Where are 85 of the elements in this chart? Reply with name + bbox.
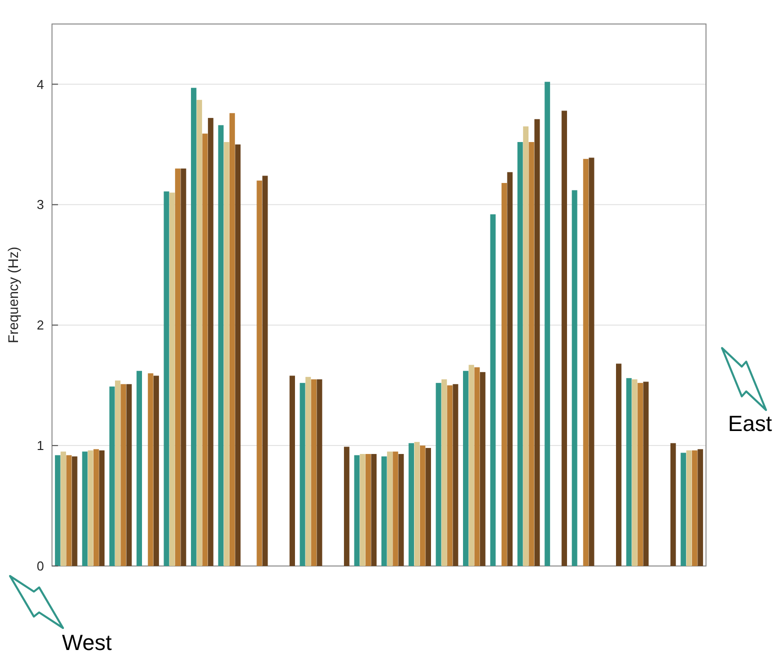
bar: [626, 378, 632, 566]
bar: [686, 450, 692, 566]
bar: [371, 454, 377, 566]
bar: [109, 386, 115, 566]
bar: [262, 176, 268, 566]
bar: [360, 454, 366, 566]
bar: [169, 192, 175, 566]
y-tick-label: 3: [36, 197, 44, 212]
bar: [643, 382, 649, 566]
bar: [408, 443, 414, 566]
text: East: [728, 411, 772, 436]
bar: [436, 382, 442, 566]
bar: [420, 446, 426, 566]
y-tick-label: 2: [36, 318, 44, 333]
text: West: [62, 630, 112, 655]
bar: [354, 455, 360, 566]
bar: [698, 449, 704, 566]
bar: [523, 126, 529, 566]
bar: [507, 172, 513, 566]
bar: [60, 452, 66, 566]
bar: [490, 214, 496, 566]
bar: [528, 142, 534, 566]
bar: [256, 180, 262, 566]
bar: [88, 450, 94, 566]
bar: [517, 142, 523, 566]
bar: [316, 379, 322, 566]
bar: [414, 442, 420, 566]
y-tick-label: 0: [36, 558, 44, 574]
bar: [175, 168, 181, 566]
bar: [311, 379, 317, 566]
bar: [534, 119, 540, 566]
bar: [447, 385, 453, 566]
bar: [235, 144, 241, 566]
bar: [426, 448, 432, 566]
bar: [54, 455, 60, 566]
bar: [305, 376, 311, 566]
bar: [544, 82, 550, 566]
bar: [218, 125, 224, 566]
bar: [392, 452, 398, 566]
bar: [441, 379, 447, 566]
bar: [126, 384, 132, 566]
bar: [82, 452, 88, 566]
bar: [468, 364, 474, 566]
bar: [474, 367, 480, 566]
bar: [300, 382, 306, 566]
bar: [164, 191, 170, 566]
bar: [616, 364, 622, 566]
bar: [452, 384, 458, 566]
bar: [398, 454, 404, 566]
bar: [588, 158, 594, 566]
bar: [120, 384, 126, 566]
bar: [99, 450, 105, 566]
bar: [72, 456, 78, 566]
bar: [224, 142, 230, 566]
bar: [229, 113, 235, 566]
bar: [387, 452, 392, 566]
bar: [344, 446, 350, 566]
bar: [692, 450, 698, 566]
bar: [638, 382, 643, 566]
bar: [208, 118, 214, 566]
bar: [381, 456, 387, 566]
bar: [366, 454, 371, 566]
bar: [190, 88, 196, 566]
bar: [93, 449, 99, 566]
bar: [680, 452, 686, 566]
bar: [463, 370, 468, 566]
y-tick-label: 4: [36, 76, 44, 92]
bar: [196, 100, 202, 566]
bar: [562, 110, 568, 566]
bar: [115, 380, 120, 566]
bar: [290, 376, 295, 566]
bar: [136, 370, 142, 566]
bar: [66, 455, 72, 566]
bar: [148, 373, 154, 566]
y-axis-title: Frequency (Hz): [5, 246, 21, 344]
y-tick-label: 1: [36, 438, 44, 454]
bar: [202, 134, 208, 566]
bar: [154, 376, 159, 566]
bar: [670, 443, 676, 566]
bar: [480, 372, 486, 566]
bar: [632, 379, 638, 566]
bar: [180, 168, 186, 566]
bar: [572, 190, 578, 566]
bar: [502, 182, 507, 566]
bar: [583, 158, 589, 566]
